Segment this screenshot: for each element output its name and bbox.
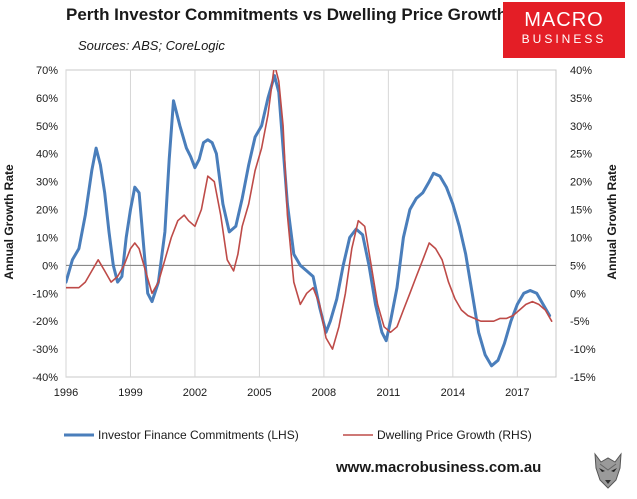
logo-line-1: MACRO [524,9,604,31]
y-tick-label-right: -5% [570,316,590,328]
y-tick-label-right: 10% [570,232,592,244]
y-tick-label-left: -40% [32,372,58,384]
x-tick-label: 2008 [312,387,336,399]
y-axis-title-right: Annual Growth Rate [605,164,619,280]
x-tick-label: 2005 [247,387,271,399]
footer-url[interactable]: www.macrobusiness.com.au [336,459,542,476]
legend-label-price: Dwelling Price Growth (RHS) [377,428,532,442]
y-tick-label-left: 20% [36,205,58,217]
y-tick-label-left: 60% [36,93,58,105]
y-tick-label-right: 40% [570,65,592,77]
series-line-dwelling-price [66,70,553,350]
x-tick-label: 2011 [377,387,401,399]
chart-title: Perth Investor Commitments vs Dwelling P… [66,5,508,24]
logo-line-2: BUSINESS [521,32,607,46]
macro-business-logo: MACRO BUSINESS [503,2,625,58]
y-tick-label-left: -20% [32,316,58,328]
y-tick-label-right: 15% [570,205,592,217]
y-tick-label-right: 30% [570,121,592,133]
y-tick-label-left: -30% [32,344,58,356]
x-tick-label: 2017 [505,387,529,399]
y-tick-label-right: 20% [570,177,592,189]
y-tick-label-left: 70% [36,65,58,77]
x-tick-label: 1999 [118,387,142,399]
y-axis-title-left: Annual Growth Rate [2,164,16,280]
y-tick-label-right: -15% [570,372,596,384]
x-tick-label: 2002 [183,387,207,399]
plot-frame [65,69,557,378]
y-tick-label-right: -10% [570,344,596,356]
y-tick-label-right: 25% [570,149,592,161]
y-tick-label-left: 0% [42,260,58,272]
x-tick-label: 1996 [54,387,78,399]
y-tick-label-left: 40% [36,149,58,161]
y-tick-label-left: 10% [36,232,58,244]
y-tick-label-left: -10% [32,288,58,300]
series-line-investor-finance [66,74,552,368]
y-tick-label-left: 30% [36,177,58,189]
x-tick-label: 2014 [441,387,465,399]
y-tick-label-right: 35% [570,93,592,105]
chart-sources: Sources: ABS; CoreLogic [78,38,225,53]
y-tick-label-left: 50% [36,121,58,133]
y-tick-label-right: 0% [570,288,586,300]
y-tick-label-right: 5% [570,260,586,272]
legend-label-investor: Investor Finance Commitments (LHS) [98,428,299,442]
wolf-mascot-icon [594,452,622,489]
